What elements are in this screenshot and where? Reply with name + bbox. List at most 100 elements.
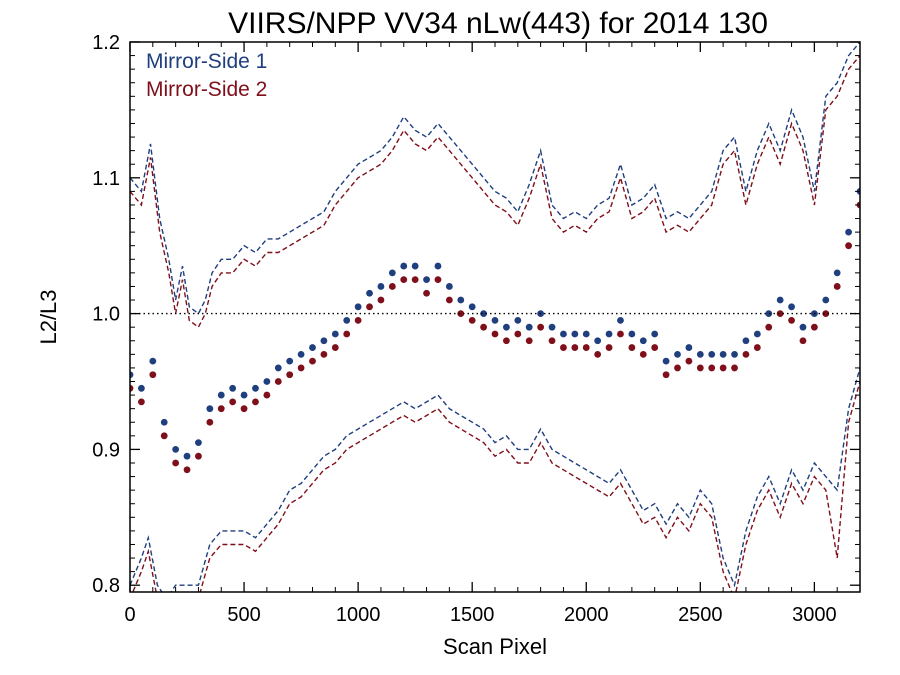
series-lines xyxy=(130,42,860,592)
data-point-mirror-side-1 xyxy=(708,350,716,358)
data-point-mirror-side-1 xyxy=(594,337,602,345)
data-point-mirror-side-2 xyxy=(240,405,248,413)
data-point-mirror-side-2 xyxy=(149,371,157,379)
series-line-mirror-side-1-upper xyxy=(130,42,860,315)
data-point-mirror-side-2 xyxy=(742,350,750,358)
data-point-mirror-side-1 xyxy=(788,303,795,311)
data-point-mirror-side-2 xyxy=(765,323,773,331)
y-tick-label: 0.9 xyxy=(92,439,120,461)
data-point-mirror-side-1 xyxy=(309,344,316,351)
data-point-mirror-side-1 xyxy=(252,384,259,392)
data-point-mirror-side-1 xyxy=(514,316,522,324)
data-point-mirror-side-1 xyxy=(229,384,237,392)
data-point-mirror-side-1 xyxy=(571,330,579,338)
y-tick-label: 1.0 xyxy=(92,304,120,326)
data-point-mirror-side-1 xyxy=(423,276,430,284)
data-point-mirror-side-1 xyxy=(776,296,784,304)
data-point-mirror-side-2 xyxy=(548,337,556,345)
data-point-mirror-side-1 xyxy=(560,330,567,338)
x-tick-label: 0 xyxy=(124,604,135,626)
data-point-mirror-side-2 xyxy=(377,296,385,304)
data-point-mirror-side-2 xyxy=(130,384,134,392)
data-point-mirror-side-2 xyxy=(799,337,807,345)
data-point-mirror-side-1 xyxy=(149,357,157,365)
data-point-mirror-side-2 xyxy=(537,323,545,331)
data-point-mirror-side-1 xyxy=(411,262,419,270)
data-point-mirror-side-1 xyxy=(377,283,385,290)
series-line-mirror-side-1-lower xyxy=(130,367,860,592)
data-point-mirror-side-1 xyxy=(263,378,271,385)
x-tick-label: 2500 xyxy=(678,604,723,626)
data-point-mirror-side-1 xyxy=(445,283,453,290)
data-point-mirror-side-1 xyxy=(639,337,647,345)
data-point-mirror-side-1 xyxy=(457,296,465,304)
y-tick-label: 1.2 xyxy=(92,32,120,54)
data-point-mirror-side-2 xyxy=(582,344,590,351)
data-point-mirror-side-2 xyxy=(571,344,579,351)
data-point-mirror-side-2 xyxy=(297,364,305,372)
data-point-mirror-side-2 xyxy=(400,276,408,284)
chart-title: VIIRS/NPP VV34 nLw(443) for 2014 130 xyxy=(228,7,768,40)
data-point-mirror-side-1 xyxy=(822,296,830,304)
data-point-mirror-side-1 xyxy=(468,303,476,311)
data-point-mirror-side-2 xyxy=(320,350,328,358)
data-point-mirror-side-2 xyxy=(651,344,659,351)
data-point-mirror-side-2 xyxy=(788,316,795,324)
data-point-mirror-side-2 xyxy=(286,371,294,379)
data-point-mirror-side-2 xyxy=(560,344,567,351)
data-point-mirror-side-1 xyxy=(130,371,134,379)
data-point-mirror-side-1 xyxy=(286,357,294,365)
legend: Mirror-Side 1 Mirror-Side 2 xyxy=(146,50,267,101)
data-point-mirror-side-2 xyxy=(822,310,830,318)
data-point-mirror-side-2 xyxy=(229,398,237,406)
data-point-mirror-side-2 xyxy=(206,418,214,426)
data-point-mirror-side-2 xyxy=(662,371,670,379)
series-line-mirror-side-2-lower xyxy=(132,381,860,592)
data-point-mirror-side-1 xyxy=(662,357,670,365)
data-point-mirror-side-1 xyxy=(742,337,750,345)
data-point-mirror-side-2 xyxy=(833,283,841,290)
data-point-mirror-side-1 xyxy=(685,344,693,351)
data-point-mirror-side-2 xyxy=(845,242,852,250)
y-axis-label: L2/L3 xyxy=(36,289,61,344)
data-point-mirror-side-1 xyxy=(240,391,248,399)
data-point-mirror-side-1 xyxy=(696,350,704,358)
data-point-mirror-side-2 xyxy=(263,391,271,399)
data-point-mirror-side-2 xyxy=(491,330,499,338)
data-point-mirror-side-2 xyxy=(331,344,339,351)
data-point-mirror-side-2 xyxy=(354,316,362,324)
data-point-mirror-side-1 xyxy=(366,289,373,297)
x-tick-label: 500 xyxy=(227,604,260,626)
x-tick-label: 1000 xyxy=(336,604,381,626)
data-point-mirror-side-2 xyxy=(309,357,316,365)
data-point-mirror-side-1 xyxy=(582,330,590,338)
data-point-mirror-side-2 xyxy=(434,276,442,284)
data-point-mirror-side-2 xyxy=(480,323,487,331)
x-tick-label: 2000 xyxy=(564,604,609,626)
data-point-mirror-side-2 xyxy=(708,364,716,372)
data-point-mirror-side-2 xyxy=(639,350,647,358)
data-point-mirror-side-1 xyxy=(297,350,305,358)
data-point-mirror-side-2 xyxy=(525,337,533,345)
x-axis-label: Scan Pixel xyxy=(443,634,547,659)
data-point-mirror-side-1 xyxy=(605,330,613,338)
data-point-mirror-side-2 xyxy=(719,364,727,372)
data-point-mirror-side-1 xyxy=(343,316,351,324)
data-point-mirror-side-2 xyxy=(217,405,225,413)
data-point-mirror-side-2 xyxy=(594,350,602,358)
data-point-mirror-side-1 xyxy=(548,323,556,331)
data-point-mirror-side-2 xyxy=(343,330,351,338)
data-point-mirror-side-2 xyxy=(423,289,430,297)
data-point-mirror-side-2 xyxy=(138,398,145,406)
data-point-mirror-side-2 xyxy=(696,364,704,372)
data-point-mirror-side-2 xyxy=(388,283,396,290)
plot-area xyxy=(130,42,860,592)
data-point-mirror-side-1 xyxy=(434,262,442,270)
data-point-mirror-side-2 xyxy=(445,296,453,304)
data-point-mirror-side-1 xyxy=(183,452,191,460)
data-point-mirror-side-1 xyxy=(160,418,168,426)
data-point-mirror-side-1 xyxy=(525,323,533,331)
data-point-mirror-side-1 xyxy=(206,405,214,413)
data-point-mirror-side-1 xyxy=(731,350,738,358)
